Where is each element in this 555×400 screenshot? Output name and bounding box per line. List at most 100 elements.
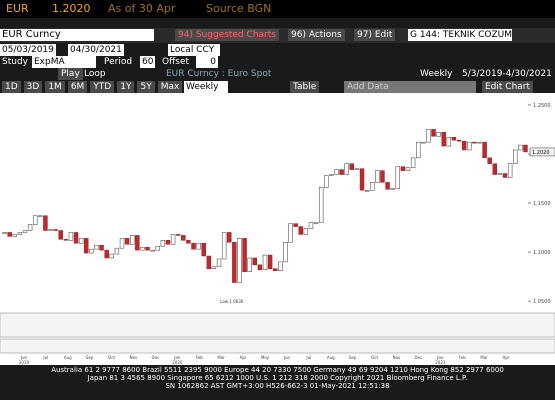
table-button[interactable]: Table: [290, 81, 320, 93]
candle: [262, 254, 268, 271]
range-button[interactable]: 3D: [23, 81, 43, 93]
candle: [104, 249, 109, 259]
candle: [487, 157, 492, 164]
candle: [405, 167, 411, 171]
candle: [400, 166, 406, 171]
study[interactable]: ExpMA: [32, 56, 96, 68]
menu-button[interactable]: 94) Suggested Charts: [175, 29, 279, 41]
candle: [89, 248, 94, 254]
frequency-select[interactable]: Weekly: [184, 81, 228, 93]
x-tick-label: Sep: [86, 355, 94, 360]
candle: [364, 189, 370, 192]
candle: [114, 247, 120, 255]
candle: [339, 169, 344, 175]
candle: [451, 136, 457, 141]
candle: [477, 141, 482, 144]
candle: [124, 238, 130, 245]
candle: [380, 170, 385, 183]
candle: [273, 268, 278, 271]
candle: [446, 136, 452, 147]
candle: [94, 244, 99, 250]
x-tick-label: Aug: [64, 355, 72, 360]
candle: [283, 242, 288, 263]
y-tick-label: 1.1500: [533, 201, 551, 207]
price: 1.2020: [52, 2, 91, 15]
candle: [227, 232, 232, 243]
range-button[interactable]: 6M: [67, 81, 88, 93]
candle: [303, 228, 309, 235]
candle: [130, 235, 135, 245]
candle: [17, 232, 23, 235]
year-label: 2020: [172, 360, 183, 365]
loop-checkbox[interactable]: Loop: [84, 69, 106, 79]
end-date[interactable]: 04/30/2021: [68, 44, 124, 56]
y-tick-label: 1.2500: [533, 103, 551, 109]
year-label: 2019: [19, 360, 30, 365]
candle: [482, 141, 487, 159]
range-button[interactable]: Max: [157, 81, 183, 93]
candle: [247, 257, 252, 272]
candle: [201, 243, 206, 257]
candle: [252, 257, 257, 266]
candle: [63, 239, 69, 241]
candle: [119, 238, 125, 249]
menu-button[interactable]: 97) Edit: [354, 29, 396, 41]
indicator-panel: [0, 338, 555, 354]
edit-chart-button[interactable]: Edit Chart: [482, 81, 534, 93]
period[interactable]: 60: [140, 56, 156, 68]
menu-button[interactable]: 96) Actions: [288, 29, 345, 41]
candle: [48, 229, 53, 231]
candle: [329, 174, 334, 176]
add-data[interactable]: Add Data: [344, 81, 476, 93]
candle: [334, 169, 339, 175]
as-of: As of 30 Apr: [108, 2, 176, 15]
currency[interactable]: Local CCY: [168, 44, 220, 56]
security-input[interactable]: EUR Curncy: [0, 29, 154, 41]
x-tick-label: May: [261, 355, 270, 360]
range-button[interactable]: 5Y: [137, 81, 155, 93]
candle: [390, 188, 395, 190]
x-tick-label: Oct: [371, 355, 378, 360]
range-button[interactable]: 1D: [2, 81, 21, 93]
candle: [181, 235, 186, 241]
candle: [349, 163, 355, 170]
play-button[interactable]: Play: [58, 68, 83, 80]
range-button[interactable]: 1Y: [117, 81, 135, 93]
candle: [242, 238, 247, 272]
x-tick-label: Jul: [305, 355, 311, 360]
chart-name[interactable]: G 144: TEKNIK COZUMLE...: [408, 29, 512, 41]
candle: [27, 224, 33, 231]
candle: [155, 245, 160, 251]
x-tick-label: Feb: [196, 355, 204, 360]
candle: [313, 222, 319, 224]
candle: [467, 141, 472, 151]
candle: [324, 175, 329, 188]
offset[interactable]: 0: [196, 56, 218, 68]
candle: [7, 232, 12, 237]
candle: [22, 230, 28, 233]
x-tick-label: Dec: [152, 355, 160, 360]
candle: [43, 215, 48, 231]
last-price-tag: [529, 147, 555, 157]
candle: [298, 226, 303, 235]
candle: [165, 240, 171, 245]
candle: [53, 229, 58, 231]
candle: [472, 141, 477, 144]
range-button[interactable]: 1M: [45, 81, 65, 93]
candle: [221, 232, 227, 260]
ticker: EUR: [6, 2, 29, 15]
candle: [436, 132, 441, 137]
offset-label: Offset: [162, 57, 190, 67]
candle: [145, 246, 150, 251]
range-button[interactable]: YTD: [90, 81, 115, 93]
candle: [216, 258, 222, 268]
candle: [318, 187, 324, 223]
x-tick-label: Nov: [130, 355, 138, 360]
start-date[interactable]: 05/03/2019: [0, 44, 56, 56]
candle: [354, 168, 360, 170]
candle: [410, 157, 416, 168]
candle: [170, 234, 176, 245]
candle: [191, 243, 196, 250]
x-tick-label: Feb: [459, 355, 467, 360]
candle: [109, 253, 114, 259]
